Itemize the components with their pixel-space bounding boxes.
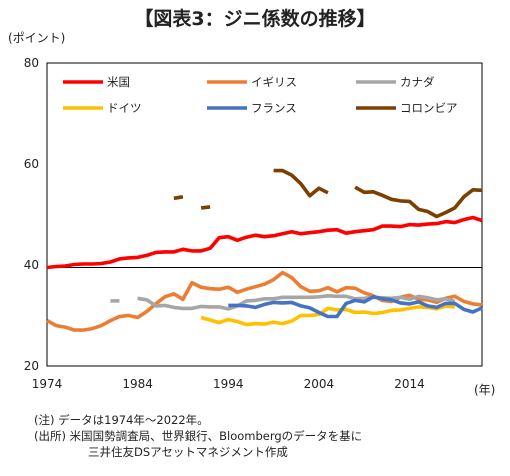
legend-label: イギリス [251, 75, 297, 89]
series-line [137, 293, 456, 311]
plot-border [46, 62, 483, 367]
series-フランス [228, 294, 483, 319]
note-period: (注) データは1974年～2022年。 [34, 413, 209, 427]
legend-item: 米国 [63, 75, 130, 89]
y-unit-label: (ポイント) [8, 31, 66, 45]
x-tick-label: 1974 [32, 377, 63, 391]
x-tick-labels: 1974 1984 1994 2004 2014 [32, 377, 425, 391]
notes: (注) データは1974年～2022年。 (出所) 米国国勢調査局、世界銀行、B… [34, 412, 362, 460]
series-line [200, 205, 211, 210]
x-tick-label: 1994 [213, 377, 244, 391]
series-line [46, 270, 483, 332]
x-unit-label: (年) [474, 383, 496, 397]
series-line [200, 304, 455, 327]
legend-label: フランス [251, 101, 297, 115]
plot-frame [46, 62, 483, 367]
legend-label: コロンビア [400, 101, 458, 115]
y-tick-label: 80 [24, 56, 39, 70]
series-ドイツ [200, 304, 455, 327]
legend-label: 米国 [107, 75, 130, 89]
y-tick-label: 40 [24, 258, 39, 272]
note-source-cont: 三井住友DSアセットマネジメント作成 [88, 445, 288, 459]
legend-item: カナダ [356, 75, 435, 89]
series-コロンビア [173, 168, 483, 219]
series-line [46, 215, 483, 270]
series-米国 [46, 215, 483, 270]
x-tick-label: 2014 [394, 377, 425, 391]
legend-item: ドイツ [63, 101, 142, 115]
series-line [228, 294, 483, 319]
y-tick-label: 60 [24, 157, 39, 171]
y-tick-labels: 20 40 60 80 [24, 56, 39, 373]
chart-title: 【図表3：ジニ係数の推移】 [134, 8, 376, 30]
legend-item: フランス [207, 101, 297, 115]
y-tick-label: 20 [24, 359, 39, 373]
series-line [354, 185, 483, 219]
series-line [273, 168, 329, 198]
series-line [173, 195, 184, 201]
x-tick-label: 2004 [304, 377, 335, 391]
x-tick-label: 1984 [122, 377, 153, 391]
note-source: (出所) 米国国勢調査局、世界銀行、Bloombergのデータを基に [34, 429, 363, 443]
legend-item: コロンビア [356, 101, 458, 115]
series-カナダ [110, 293, 456, 311]
series-イギリス [46, 270, 483, 332]
legend-label: ドイツ [107, 101, 142, 115]
series-layer [46, 168, 483, 332]
legend-label: カナダ [400, 75, 435, 89]
legend-item: イギリス [207, 75, 297, 89]
